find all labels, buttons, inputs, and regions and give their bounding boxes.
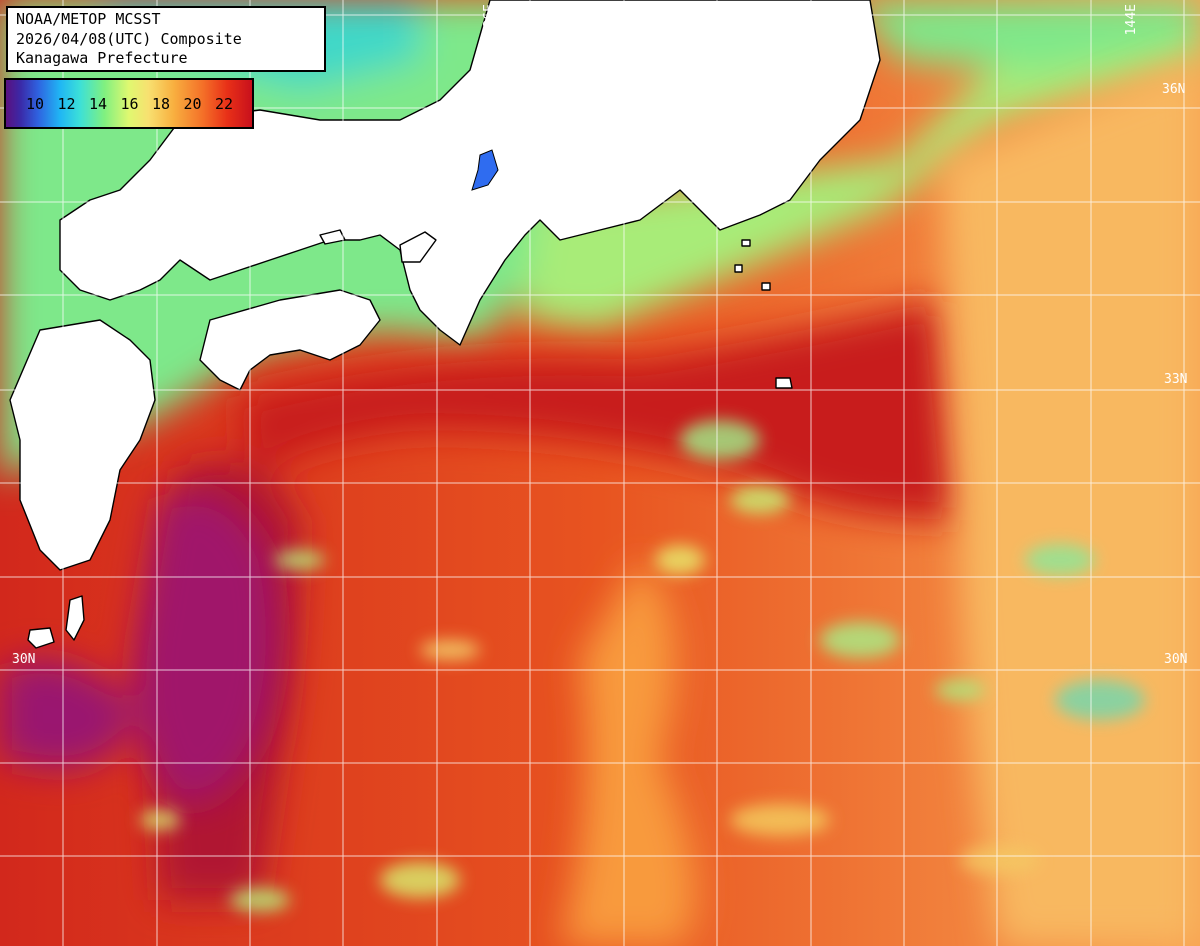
title-line-2: 2026/04/08(UTC) Composite [16,29,242,48]
izu-island-4 [734,264,743,273]
lat-label-33n: 33N [1164,372,1188,387]
lake-biwa [471,149,499,191]
legend-label: 20 [183,95,202,113]
legend-label: 10 [26,95,45,113]
lat-label-36n: 36N [1162,82,1186,97]
lon-label-136e: 136E [482,4,497,36]
cloud-speckles [140,420,1145,912]
hot-core [0,492,278,804]
lat-label-30n-right: 30N [1164,652,1188,667]
title-box: NOAA/METOP MCSST 2026/04/08(UTC) Composi… [6,6,326,72]
shodo-island [319,229,346,245]
lat-label-30n-left: 30N [12,652,36,667]
legend-label: 18 [152,95,171,113]
legend-labels: 10 12 14 16 18 20 22 [26,95,247,113]
honshu-land [59,0,881,346]
izu-island-2 [775,377,793,389]
legend-label: 14 [89,95,108,113]
legend-label: 22 [215,95,234,113]
cool-offshore [560,60,1200,946]
awaji [399,231,437,263]
izu-island-1 [761,282,771,291]
izu-island-3 [741,239,751,247]
legend-label: 12 [57,95,76,113]
title-line-1: NOAA/METOP MCSST [16,10,161,28]
lon-label-144e: 144E [1124,4,1139,36]
land [9,0,881,649]
title-line-3: Kanagawa Prefecture [16,49,188,67]
shikoku-land [199,289,381,391]
yakushima [27,627,55,649]
kyushu-land [9,319,156,571]
tanegashima [65,595,85,641]
color-scale-legend: 10 12 14 16 18 20 22 [4,78,254,129]
legend-label: 16 [120,95,139,113]
